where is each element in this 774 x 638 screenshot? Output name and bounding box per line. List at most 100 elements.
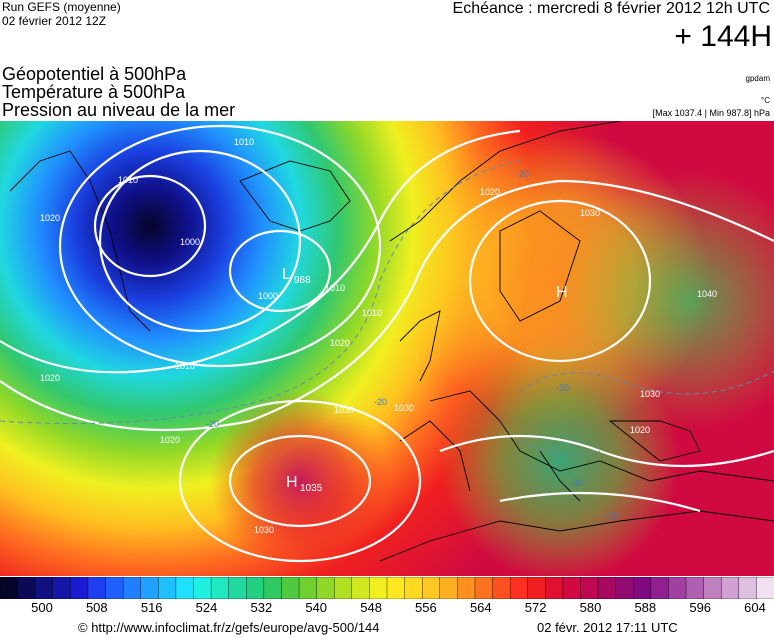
param-geopotential: Géopotentiel à 500hPa [2,64,187,84]
isobar-label: 1030 [254,525,274,535]
colorbar-cell [685,577,705,599]
weather-map: 1010 1010 1010 1000 1000 1020 1020 1020 … [0,121,774,576]
isotherms [0,160,774,455]
iberia-coast [399,420,471,492]
colorbar-cell [421,577,441,599]
colorbar-cell [386,577,406,599]
colorbar-cell [122,577,142,599]
isotherm-label: -20 [516,169,529,179]
colorbar-cell [175,577,195,599]
colorbar-tick-label: 548 [360,600,382,615]
isobar-label: 1020 [480,187,500,197]
colorbar-tick-label: 604 [744,600,766,615]
forecast-valid-time: Echéance : mercredi 8 février 2012 12h U… [452,0,770,17]
isobars [0,124,774,563]
isobar-label: 1010 [118,175,138,185]
black-sea-coast [608,420,701,462]
colorbar-cell [474,577,494,599]
colorbar-cell [721,577,740,599]
pressure-centers: L 988 H 1035 H [282,266,568,494]
colorbar-tick-label: 572 [524,600,547,615]
colorbar-tick-label: 524 [195,600,218,615]
geopotential-unit: gpdam [745,74,770,83]
forecast-hour: + 144H [674,20,772,53]
isobar-label: 1020 [330,338,350,348]
colorbar-cell [228,577,248,599]
colorbar-cell [17,577,36,599]
isotherm-label: -20 [206,419,219,429]
isobar-label: 1000 [258,291,278,301]
colorbar-cell [351,577,371,599]
colorbar-cell [246,577,265,599]
isobar-labels: 1010 1010 1010 1000 1000 1020 1020 1020 … [40,137,717,535]
colorbar-cell [439,577,459,599]
colorbar-cell [334,577,353,599]
isobar-label: 1020 [630,425,650,435]
colorbar-cell [703,577,723,599]
high-pressure-marker: H [286,474,298,491]
source-url[interactable]: © http://www.infoclimat.fr/z/gefs/europe… [78,620,380,635]
colorbar-tick-label: 532 [250,600,273,615]
isobar-label: 1000 [180,237,200,247]
isotherm-label: -20 [605,511,618,521]
colorbar-tick-label: 508 [85,600,108,615]
isobar-label: 1010 [325,283,345,293]
colorbar-tick-label: 556 [415,600,437,615]
isobar-label: 1030 [394,403,414,413]
colorbar-cell [756,577,774,599]
colorbar-cell [70,577,89,599]
colorbar-cell [193,577,212,599]
generation-timestamp: 02 févr. 2012 17:11 UTC [537,620,678,635]
colorbar-cell [650,577,670,599]
temperature-unit: °C [761,96,770,105]
isotherm-label: -30 [556,383,569,393]
colorbar-cell [527,577,547,599]
colorbar-cell [562,577,582,599]
colorbar-cell [404,577,423,599]
britain-coast [399,310,441,382]
colorbar-cell [105,577,124,599]
iceland-coast [239,160,351,232]
baltic-coast [499,210,581,322]
colorbar-cell [545,577,564,599]
isobar-label: 1010 [362,308,382,318]
isotherm-labels: -20 -20 -20 -30 -30 -20 [206,169,618,521]
param-temperature: Température à 500hPa [2,82,186,102]
colorbar-tick-label: 580 [579,600,602,615]
isobar-label: 1020 [40,213,60,223]
colorbar-tick-label: 588 [634,600,657,615]
colorbar-cell [34,577,54,599]
colorbar-cell [597,577,617,599]
run-date: 02 février 2012 12Z [2,14,107,28]
colorbar-cell [615,577,635,599]
isobar-label: 1030 [580,208,600,218]
isobar-label: 1030 [334,405,354,415]
med-north-coast [429,390,774,482]
isobar-label: 1020 [160,435,180,445]
colorbar-cell [316,577,336,599]
colorbar-cell [140,577,160,599]
atlantic-high-shading [0,121,774,576]
isotherm-label: -30 [570,478,583,488]
isotherm-label: -20 [374,397,387,407]
colorbar-cell [633,577,652,599]
color-scale-labels: 500 508 516 524 532 540 548 556 564 572 580 588 596 6… [0,600,774,616]
isobar-label: 1040 [697,289,717,299]
colorbar-cell [281,577,300,599]
colorbar-cell [210,577,230,599]
isobar-label: 1010 [175,361,195,371]
isobar-label: 1020 [40,373,60,383]
colorbar-cell [492,577,511,599]
italy-coast [539,450,581,502]
colorbar-cell [87,577,107,599]
colorbar-cell [0,577,19,599]
low-pressure-marker: L [282,266,291,283]
colorbar-tick-label: 540 [305,600,328,615]
colorbar-cell [298,577,318,599]
colorbar-cell [668,577,687,599]
isobar-label: 1010 [234,137,254,147]
high-pressure-value: 1035 [300,483,323,494]
norway-coast [389,121,621,242]
colorbar-cell [263,577,283,599]
param-pressure: Pression au niveau de la mer [2,100,236,120]
